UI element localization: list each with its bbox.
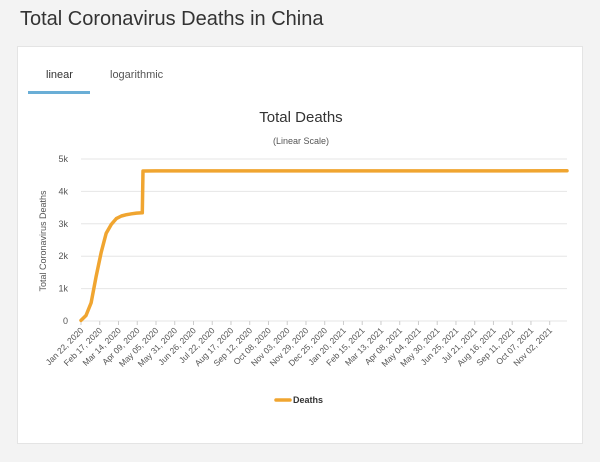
y-tick-label: 0 bbox=[63, 316, 68, 326]
series-line-deaths[interactable] bbox=[79, 169, 569, 323]
tab-logarithmic-label: logarithmic bbox=[110, 69, 164, 81]
page-title: Total Coronavirus Deaths in China bbox=[20, 8, 324, 30]
chart-title: Total Deaths bbox=[259, 109, 342, 126]
tab-linear-label: linear bbox=[46, 69, 73, 81]
series-layer bbox=[79, 169, 569, 323]
tab-logarithmic[interactable]: logarithmic bbox=[110, 67, 163, 93]
legend[interactable]: Deaths bbox=[274, 395, 323, 405]
y-tick-label: 2k bbox=[58, 251, 68, 261]
grid-lines bbox=[81, 158, 567, 322]
y-axis-label: Total Coronavirus Deaths bbox=[38, 190, 48, 292]
y-tick-label: 3k bbox=[58, 219, 68, 229]
y-tick-labels: 0 1k 2k 3k 4k 5k bbox=[58, 154, 68, 326]
chart-card: linear logarithmic Total Deaths (Linear … bbox=[17, 46, 583, 444]
y-tick-label: 4k bbox=[58, 186, 68, 196]
legend-label: Deaths bbox=[293, 395, 323, 405]
active-tab-indicator bbox=[28, 91, 90, 94]
y-tick-label: 1k bbox=[58, 284, 68, 294]
chart-svg: Total Deaths (Linear Scale) Total Corona… bbox=[38, 109, 569, 405]
y-tick-label: 5k bbox=[58, 154, 68, 164]
chart-subtitle: (Linear Scale) bbox=[273, 136, 329, 146]
tab-linear[interactable]: linear bbox=[28, 67, 90, 94]
